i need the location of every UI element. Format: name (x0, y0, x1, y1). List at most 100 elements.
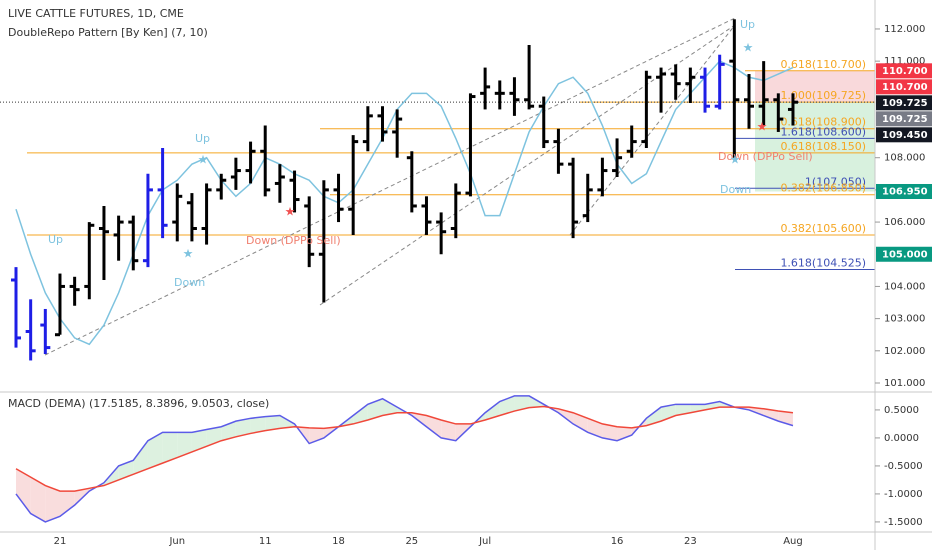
macd-line (15, 405, 794, 492)
fib-label: 0.618(108.900) (780, 116, 866, 129)
price-badge-label: 109.725 (882, 114, 928, 125)
macd-fill (191, 429, 207, 452)
macd-fill (16, 468, 31, 514)
macd-fill (617, 426, 632, 441)
macd-fill (59, 491, 75, 517)
macd-fill (367, 398, 383, 420)
price-panel: 0.618(110.700) 1.000(109.725) 0.618(108.90… (0, 17, 875, 361)
price-badge-label: 105.000 (882, 249, 928, 260)
y-tick-label: 103.000 (884, 314, 925, 325)
macd-fill (309, 427, 324, 444)
price-badge-label: 110.700 (882, 66, 928, 77)
x-tick-label: 25 (405, 536, 418, 547)
annotation: Down (720, 183, 751, 196)
y-tick-label: 111.000 (884, 56, 925, 67)
macd-fill (250, 416, 266, 434)
annotation: Up (195, 132, 210, 145)
fib-label: 1.000(109.725) (780, 89, 866, 102)
price-badge (876, 246, 932, 262)
macd-line (15, 395, 794, 523)
macd-fill (705, 401, 720, 410)
annotation: Down (174, 276, 205, 289)
pattern-line (569, 24, 736, 236)
indicator-title: DoubleRepo Pattern [By Ken] (7, 10) (8, 26, 208, 39)
annotation: Up (48, 233, 63, 246)
y-tick-label: 0.5000 (884, 405, 919, 416)
x-tick-label: 11 (259, 536, 272, 547)
price-badge-label: 109.725 (882, 98, 928, 109)
fib-label: 0.382(105.600) (780, 222, 866, 235)
y-tick-label: -0.5000 (884, 461, 923, 472)
y-tick-label: 112.000 (884, 24, 925, 35)
macd-fill (426, 415, 442, 438)
chart-title: LIVE CATTLE FUTURES, 1D, CME (8, 7, 184, 20)
x-tick-label: 21 (54, 536, 67, 547)
macd-fill (441, 420, 456, 441)
star-marker: ★ (757, 120, 768, 134)
macd-fill (514, 395, 530, 412)
y-tick-label: -1.0000 (884, 489, 923, 500)
macd-fill (235, 418, 251, 437)
x-tick-label: 16 (611, 536, 624, 547)
price-badge-label: 110.700 (882, 82, 928, 93)
macd-fill (279, 415, 295, 429)
star-marker: ★ (743, 41, 754, 55)
fib-label: 0.382(106.850) (780, 182, 866, 195)
macd-fill (45, 485, 60, 522)
macd-fill (177, 432, 192, 458)
y-tick-label: 101.000 (884, 378, 925, 389)
y-tick-label: 106.000 (884, 217, 925, 228)
y-tick-label: 0.0000 (884, 433, 919, 444)
price-badge (876, 183, 932, 199)
x-tick-label: Jul (478, 536, 491, 547)
price-badge-label: 109.450 (882, 130, 928, 141)
macd-fill (162, 432, 178, 464)
macd-fill (147, 432, 163, 469)
macd-fill (382, 398, 398, 416)
x-tick-label: 18 (332, 536, 345, 547)
annotation: Down (DPPo Sell) (718, 150, 813, 163)
macd-fill (470, 412, 486, 427)
price-badge (876, 111, 932, 127)
pattern-line (44, 17, 736, 356)
macd-fill (602, 423, 618, 441)
macd-fill (133, 440, 148, 475)
fib-label: 1(107.050) (805, 175, 866, 188)
x-tick-label: Jun (168, 536, 185, 547)
x-tick-label: Aug (783, 536, 803, 547)
price-badge-label: 106.950 (882, 186, 928, 197)
annotation: Up (740, 18, 755, 31)
fib-label: 0.618(110.700) (780, 58, 866, 71)
y-tick-label: 104.000 (884, 281, 925, 292)
y-tick-label: 108.000 (884, 153, 925, 164)
x-tick-label: 23 (684, 536, 697, 547)
macd-fill (661, 404, 676, 422)
star-marker: ★ (198, 153, 209, 167)
fib-label: 0.618(108.150) (780, 140, 866, 153)
axes: 112.000111.000108.000107.000106.000104.0… (54, 24, 932, 547)
indicator-line (15, 60, 794, 346)
macd-panel (15, 395, 794, 523)
macd-fill (763, 408, 779, 422)
macd-fill (485, 401, 500, 420)
profit-zone (755, 102, 875, 192)
star-marker: ★ (730, 153, 741, 167)
macd-fill (558, 408, 574, 424)
macd-fill (646, 407, 662, 426)
star-marker: ★ (183, 247, 194, 261)
macd-fill (265, 415, 280, 431)
fib-label: 1.618(104.525) (780, 257, 866, 270)
y-tick-label: 102.000 (884, 346, 925, 357)
annotation: Down (DPPo Sell) (246, 234, 341, 247)
macd-title: MACD (DEMA) (17.5185, 8.3896, 9.0503, cl… (8, 397, 269, 410)
price-badge (876, 79, 932, 95)
star-marker: ★ (285, 205, 296, 219)
y-tick-label: -1.5000 (884, 517, 923, 528)
price-badge (876, 95, 932, 111)
price-badge (876, 127, 932, 143)
macd-fill (30, 477, 46, 522)
macd-fill (353, 404, 368, 424)
fib-label: 1.618(108.600) (780, 125, 866, 138)
price-badge (876, 63, 932, 79)
